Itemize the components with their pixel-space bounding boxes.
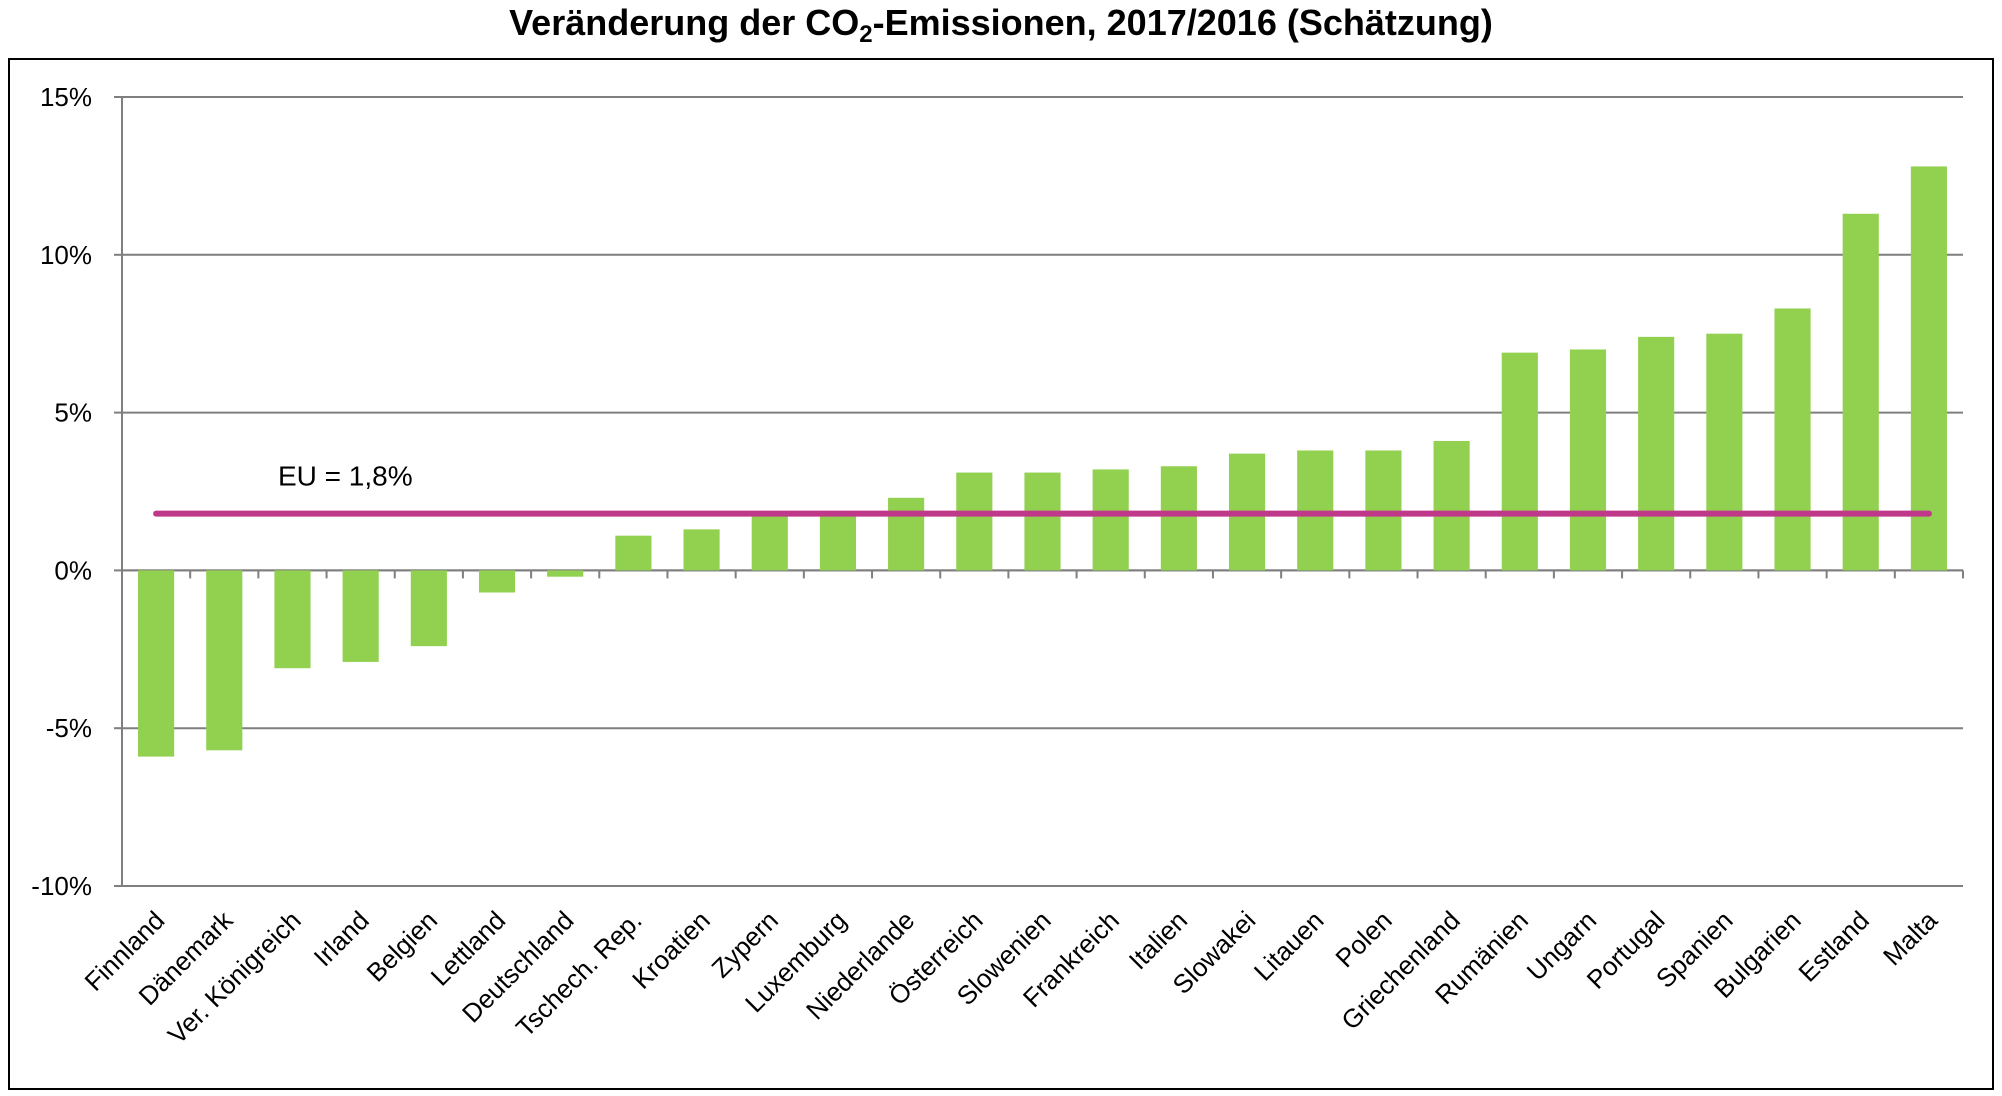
bar-polen bbox=[1365, 450, 1402, 571]
bar-bulgarien bbox=[1774, 308, 1811, 571]
bar-zypern bbox=[751, 513, 788, 571]
bar-deutschland bbox=[547, 570, 584, 577]
y-tick-label: 15% bbox=[40, 82, 92, 112]
y-tick-label: 0% bbox=[54, 555, 92, 585]
x-tick-label: Malta bbox=[1877, 905, 1944, 972]
bar-dänemark bbox=[206, 570, 243, 751]
bar-italien bbox=[1160, 466, 1197, 571]
bar-finnland bbox=[138, 570, 175, 757]
bar-ver-königreich bbox=[274, 570, 311, 669]
chart-title-prefix: Veränderung der CO bbox=[509, 2, 860, 43]
bar-rumänien bbox=[1501, 352, 1538, 571]
bars bbox=[138, 166, 1947, 757]
bar-frankreich bbox=[1092, 469, 1129, 571]
x-tick-label: Estland bbox=[1792, 905, 1875, 988]
bar-tschech-rep- bbox=[615, 535, 652, 571]
bar-belgien bbox=[410, 570, 447, 647]
y-tick-label: 5% bbox=[54, 398, 92, 428]
bar-litauen bbox=[1297, 450, 1334, 571]
chart-title-suffix: -Emissionen, 2017/2016 (Schätzung) bbox=[872, 2, 1493, 43]
eu-average-label: EU = 1,8% bbox=[278, 461, 413, 492]
bar-lettland bbox=[478, 570, 516, 593]
bar-irland bbox=[342, 570, 379, 662]
chart-title-subscript: 2 bbox=[859, 21, 873, 48]
bar-ungarn bbox=[1569, 349, 1607, 571]
bar-spanien bbox=[1706, 333, 1743, 571]
bar-niederlande bbox=[888, 497, 925, 571]
bar-estland bbox=[1842, 213, 1879, 571]
bar-kroatien bbox=[683, 529, 720, 571]
bar-malta bbox=[1910, 166, 1947, 571]
y-tick-label: 10% bbox=[40, 240, 92, 270]
x-tick-label: Litauen bbox=[1248, 905, 1330, 987]
chart-frame bbox=[8, 58, 1994, 1090]
bar-slowenien bbox=[1024, 472, 1061, 571]
y-tick-label: -10% bbox=[31, 871, 92, 901]
bar-griechenland bbox=[1433, 441, 1470, 571]
bar-portugal bbox=[1638, 336, 1675, 571]
bar-österreich bbox=[956, 472, 993, 571]
chart-title: Veränderung der CO2-Emissionen, 2017/201… bbox=[0, 0, 2002, 50]
y-tick-label: -5% bbox=[46, 713, 92, 743]
bar-luxemburg bbox=[819, 513, 857, 571]
